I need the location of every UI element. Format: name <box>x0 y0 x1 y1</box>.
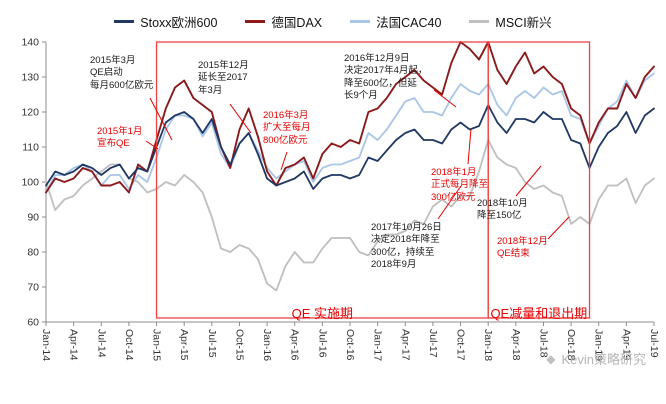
x-tick-label: Jul-15 <box>206 329 218 358</box>
legend-label-cac40: 法国CAC40 <box>376 16 442 30</box>
watermark-logo-icon: ◆ <box>546 351 556 366</box>
legend-label-stoxx600: Stoxx欧洲600 <box>140 16 218 30</box>
x-tick-label: Apr-19 <box>620 329 632 361</box>
annotation-leader-line <box>467 128 472 165</box>
x-tick-label: Apr-15 <box>178 329 190 361</box>
x-tick-label: Jul-16 <box>316 329 328 358</box>
x-tick-label: Jul-14 <box>95 329 107 358</box>
annotation-leader-line <box>229 103 252 134</box>
x-tick-label: Jul-17 <box>427 329 439 358</box>
y-tick-label: 80 <box>27 247 39 259</box>
legend-item-dax: 德国DAX <box>245 12 322 31</box>
watermark: ◆ Kevin策略研究 <box>546 349 646 368</box>
y-tick-label: 100 <box>21 177 39 189</box>
series-line-MSCI新兴 <box>45 139 655 292</box>
y-tick-label: 130 <box>21 72 39 84</box>
x-tick-label: Jan-17 <box>372 329 384 361</box>
y-tick-label: 120 <box>21 107 39 119</box>
x-tick-label: Jan-15 <box>151 329 163 361</box>
x-tick-label: Oct-18 <box>565 329 577 361</box>
annotation-leader-line <box>433 89 457 108</box>
x-tick-label: Apr-16 <box>289 329 301 361</box>
annotation-leader-line <box>547 216 570 240</box>
x-tick-label: Oct-16 <box>344 329 356 361</box>
legend-label-dax: 德国DAX <box>271 16 323 30</box>
series-line-法国CAC40 <box>45 72 655 194</box>
qe-region-box <box>487 41 591 319</box>
y-tick-label: 70 <box>27 282 39 294</box>
series-line-Stoxx欧洲600 <box>45 104 655 190</box>
annotation-leader-line <box>515 165 542 197</box>
y-tick-label: 90 <box>27 212 39 224</box>
x-tick-label: Oct-14 <box>123 329 135 361</box>
watermark-text: Kevin策略研究 <box>561 352 646 367</box>
annotation-leader-line <box>280 151 288 171</box>
annotation-leader-line <box>149 97 173 141</box>
x-tick-label: Jan-14 <box>40 329 52 361</box>
legend: Stoxx欧洲600 德国DAX 法国CAC40 MSCI新兴 <box>0 12 666 31</box>
x-tick-label: Apr-17 <box>399 329 411 361</box>
x-tick-label: Jan-16 <box>261 329 273 361</box>
legend-item-msci-em: MSCI新兴 <box>469 12 552 31</box>
legend-item-cac40: 法国CAC40 <box>350 12 441 31</box>
annotation-leader-line <box>437 185 462 220</box>
legend-item-stoxx600: Stoxx欧洲600 <box>114 12 217 31</box>
legend-swatch-msci-em <box>469 20 490 23</box>
legend-swatch-stoxx600 <box>114 20 135 23</box>
x-tick-label: Jan-18 <box>482 329 494 361</box>
x-tick-label: Apr-14 <box>68 329 80 361</box>
y-tick-label: 110 <box>22 142 39 154</box>
x-tick-label: Oct-15 <box>233 329 245 361</box>
y-tick-label: 140 <box>21 37 39 49</box>
x-tick-label: Apr-18 <box>510 329 522 361</box>
legend-swatch-dax <box>245 20 266 23</box>
y-tick-label: 60 <box>27 317 39 329</box>
x-tick-label: Jan-19 <box>593 329 605 361</box>
annotation-leader-line <box>145 140 159 150</box>
x-tick-label: Jul-18 <box>537 329 549 358</box>
x-tick-label: Jul-19 <box>648 329 660 358</box>
legend-swatch-cac40 <box>350 20 371 23</box>
qe-region-box <box>155 41 489 319</box>
legend-label-msci-em: MSCI新兴 <box>495 16 552 30</box>
x-tick-label: Oct-17 <box>455 329 467 361</box>
